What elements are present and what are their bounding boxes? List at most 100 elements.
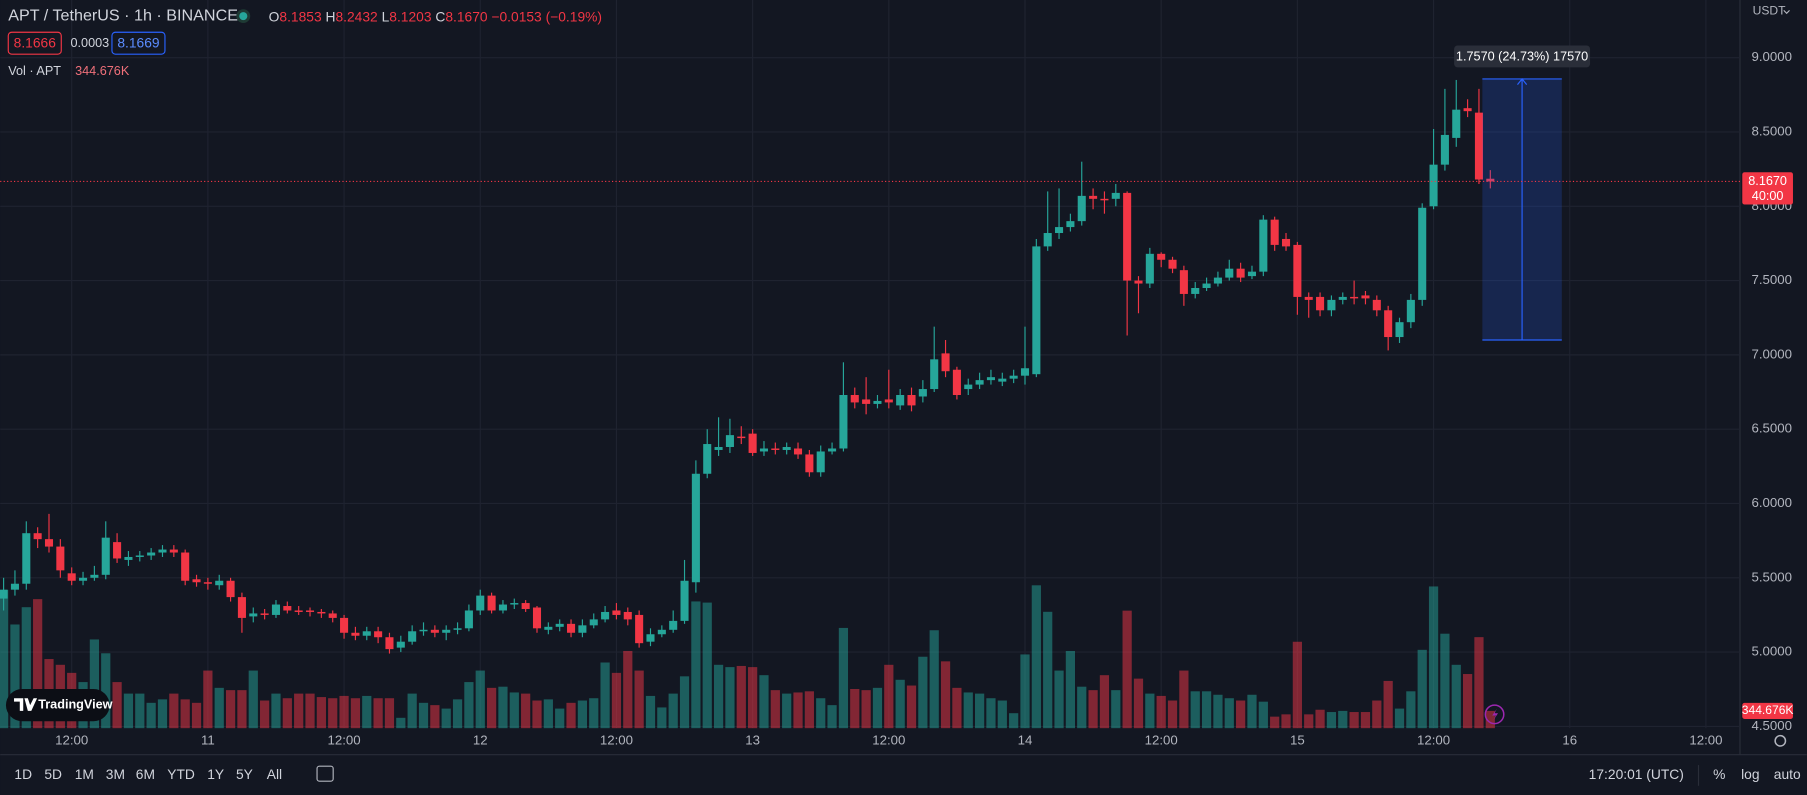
volume-bar [1326,712,1337,729]
volume-bar [816,698,826,729]
volume-bar [157,699,168,729]
candle-body [544,626,553,630]
candle-body [1123,192,1132,281]
volume-bar [986,698,996,729]
candle-body [90,574,99,578]
auto-toggle[interactable]: auto [1774,766,1801,782]
range-button[interactable]: 5D [44,766,62,782]
ask-box[interactable] [111,31,166,55]
range-button[interactable]: 6M [136,766,155,782]
watermark-text: TradingView [38,697,112,711]
candle-body [1418,207,1427,300]
candle-body [203,582,212,584]
clock[interactable]: 17:20:01 (UTC) [1589,766,1684,782]
candle-body [930,359,939,390]
candle-body [589,619,598,626]
volume-bar [918,656,928,729]
range-button[interactable]: 1D [14,766,32,782]
volume-bar [169,693,179,729]
currency-label[interactable]: USDT [1753,4,1787,18]
volume-bar [929,630,939,729]
bid-box[interactable] [7,31,62,55]
percent-toggle[interactable]: % [1713,766,1725,782]
volume-bar [1281,714,1291,729]
candle-body [317,611,326,614]
volume-bar [1440,633,1450,729]
volume-bar [532,700,542,729]
watermark-badge[interactable] [5,689,110,722]
candle-body [498,604,507,611]
alert-bolt [1492,708,1499,721]
candle-body [1372,299,1381,311]
candle-body [1020,368,1030,376]
volume-bar [1077,686,1087,729]
candle-body [1225,268,1234,278]
x-tick-label: 12:00 [1145,732,1178,747]
candle-body [601,611,610,620]
volume-bar [1338,710,1348,729]
volume-bar [782,693,792,729]
candle-body [725,435,734,448]
ohlc-label: H [325,8,335,24]
candle-body [555,623,564,627]
candle-body [1486,178,1495,182]
status-dot [239,12,248,21]
candle-body [646,634,655,642]
candle-body [226,580,235,598]
range-button[interactable]: YTD [167,766,195,782]
candle-body [510,603,519,605]
volume-bar [305,693,315,729]
candle-body [1247,271,1257,277]
volume-bar [112,682,122,729]
candle-body [67,573,76,581]
x-tick-label: 11 [201,732,215,747]
x-tick-label: 12:00 [1417,732,1450,747]
goto-date-icon[interactable] [316,765,334,782]
volume-bar [1088,690,1098,729]
symbol-title[interactable]: APT / TetherUS · 1h · BINANCE [8,6,238,24]
candle-body [1089,195,1098,199]
x-tick-label: 12:00 [55,732,88,747]
volume-bar [441,708,451,729]
candle-body [918,389,927,397]
candle-body [952,369,961,395]
candle-body [873,400,882,404]
volume-bar [702,602,712,729]
candle-body [623,611,632,620]
volume-bar [895,679,905,729]
range-button[interactable]: 1Y [207,766,224,782]
range-button[interactable]: 5Y [236,766,253,782]
range-button[interactable]: 3M [106,766,125,782]
x-tick-label: 12:00 [327,732,360,747]
candle-body [10,583,19,590]
y-tick-label: 6.0000 [1752,495,1793,510]
log-toggle[interactable]: log [1741,766,1759,782]
candle-body [850,394,859,403]
candle-body [703,444,712,474]
volume-bar [384,698,395,729]
alert-icon[interactable] [1484,704,1505,725]
volume-bar [294,693,304,729]
volume-bar [555,708,565,729]
settings-icon[interactable] [1774,734,1787,747]
candle-body [1338,296,1347,300]
range-button[interactable]: All [267,766,282,782]
volume-bar [906,685,917,729]
ask-price: 8.1669 [117,34,160,50]
volume-bar [1156,695,1166,729]
volume-bar [884,664,894,729]
candle-body [1474,112,1483,180]
volume-bar [543,699,553,729]
volume-bar [1270,716,1280,729]
candles [0,79,1495,654]
volume-bar [498,686,508,729]
volume-value: 344.676K [75,64,130,78]
ohlc-value: 8.1853 [279,8,322,24]
candle-body [362,631,371,636]
measure-arrow-head [1517,77,1528,86]
measure-label: 1.7570 (24.73%) 17570 [1456,49,1588,63]
volume-bar [1224,698,1234,729]
last-price-label: 8.1670 [1748,174,1787,188]
range-button[interactable]: 1M [75,766,94,782]
candle-body [1395,322,1404,338]
